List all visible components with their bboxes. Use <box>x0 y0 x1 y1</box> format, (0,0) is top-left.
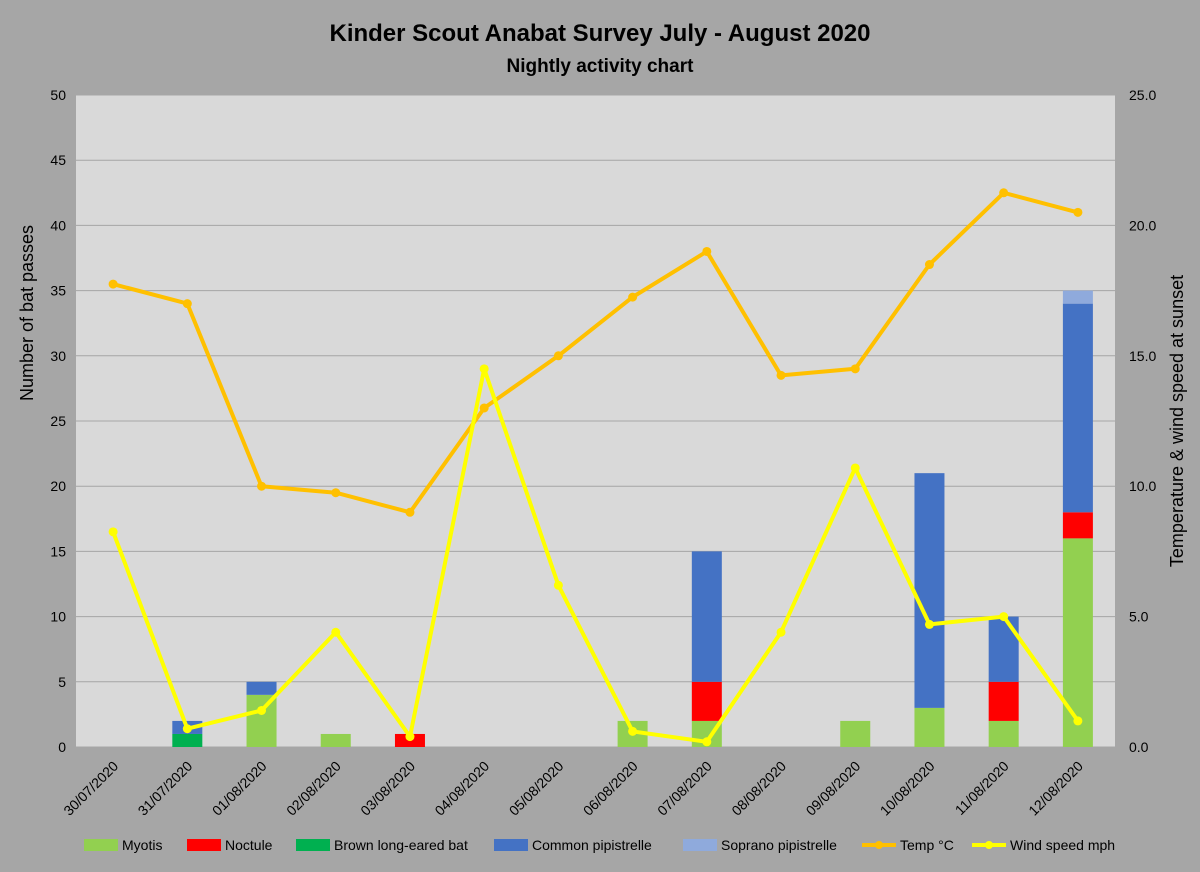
bar-segment <box>172 733 203 747</box>
series-point <box>850 463 860 473</box>
chart-title: Kinder Scout Anabat Survey July - August… <box>329 20 870 47</box>
y2-axis-title: Temperature & wind speed at sunset <box>1167 275 1187 567</box>
series-point <box>405 507 415 517</box>
bar-segment <box>1062 538 1093 747</box>
legend: Myotis Noctule Brown long-eared bat Common … <box>84 837 1115 853</box>
series-point <box>479 403 489 413</box>
legend-label: Noctule <box>225 837 273 853</box>
legend-marker <box>985 841 993 849</box>
line-series <box>108 188 1083 747</box>
legend-swatch <box>683 839 717 851</box>
legend-marker <box>875 841 883 849</box>
series-point <box>776 627 786 637</box>
legend-swatch <box>296 839 330 851</box>
bar-segment <box>914 473 945 708</box>
series-point <box>1073 716 1083 726</box>
bar-segment <box>320 733 351 747</box>
legend-swatch <box>84 839 118 851</box>
bar-segment <box>1062 290 1093 304</box>
y-tick-label: 50 <box>50 87 66 103</box>
y-tick-label: 15 <box>50 543 66 559</box>
legend-label: Myotis <box>122 837 162 853</box>
series-point <box>924 619 934 629</box>
y-axis-title: Number of bat passes <box>17 225 37 401</box>
bar-segment <box>691 551 722 682</box>
bar-segment <box>988 720 1019 747</box>
series-point <box>628 726 638 736</box>
chart-subtitle: Nightly activity chart <box>507 56 695 77</box>
y-tick-label: 0 <box>58 739 66 755</box>
bar-segment <box>1062 303 1093 513</box>
series-point <box>999 188 1009 198</box>
y-tick-label: 35 <box>50 283 66 299</box>
series-point <box>850 364 860 374</box>
legend-label: Wind speed mph <box>1010 837 1115 853</box>
series-point <box>553 580 563 590</box>
y-tick-label: 40 <box>50 217 66 233</box>
y2-tick-label: 20.0 <box>1129 217 1156 233</box>
series-point <box>628 292 638 302</box>
y-tick-label: 5 <box>58 674 66 690</box>
series-point <box>331 488 341 498</box>
series-point <box>702 246 712 256</box>
bar-segment <box>691 681 722 721</box>
y2-tick-label: 10.0 <box>1129 478 1156 494</box>
right-axis-ticks: 0.0 5.0 10.0 15.0 20.0 25.0 <box>1129 87 1156 755</box>
series-point <box>553 351 563 361</box>
y2-tick-label: 25.0 <box>1129 87 1156 103</box>
y-tick-label: 30 <box>50 348 66 364</box>
series-point <box>182 299 192 309</box>
bar-segment <box>840 720 871 747</box>
series-point <box>479 364 489 374</box>
y2-tick-label: 15.0 <box>1129 348 1156 364</box>
series-point <box>108 279 118 289</box>
bar-series <box>172 290 1093 747</box>
bar-segment <box>246 694 277 747</box>
legend-label: Common pipistrelle <box>532 837 652 853</box>
series-point <box>257 705 267 715</box>
bar-segment <box>914 707 945 747</box>
bar-segment <box>246 681 277 695</box>
legend-swatch <box>494 839 528 851</box>
series-point <box>257 481 267 491</box>
series-point <box>999 612 1009 622</box>
series-point <box>331 627 341 637</box>
series-point <box>924 260 934 270</box>
y-tick-label: 45 <box>50 152 66 168</box>
y-tick-label: 20 <box>50 478 66 494</box>
bar-segment <box>988 616 1019 682</box>
bar-segment <box>1062 512 1093 539</box>
legend-label: Soprano pipistrelle <box>721 837 837 853</box>
y-tick-label: 25 <box>50 413 66 429</box>
left-axis-ticks: 0 5 10 15 20 25 30 35 40 45 50 <box>50 87 66 755</box>
series-point <box>182 724 192 734</box>
series-point <box>405 732 415 742</box>
series-point <box>1073 207 1083 217</box>
series-line <box>112 190 1079 515</box>
bar-segment <box>988 681 1019 721</box>
series-point <box>776 370 786 380</box>
y2-tick-label: 5.0 <box>1129 609 1149 625</box>
y2-tick-label: 0.0 <box>1129 739 1149 755</box>
legend-swatch <box>187 839 221 851</box>
series-line <box>111 366 1080 744</box>
legend-label: Brown long-eared bat <box>334 837 468 853</box>
legend-label: Temp °C <box>900 837 954 853</box>
y-tick-label: 10 <box>50 609 66 625</box>
series-point <box>108 527 118 537</box>
series-point <box>702 737 712 747</box>
